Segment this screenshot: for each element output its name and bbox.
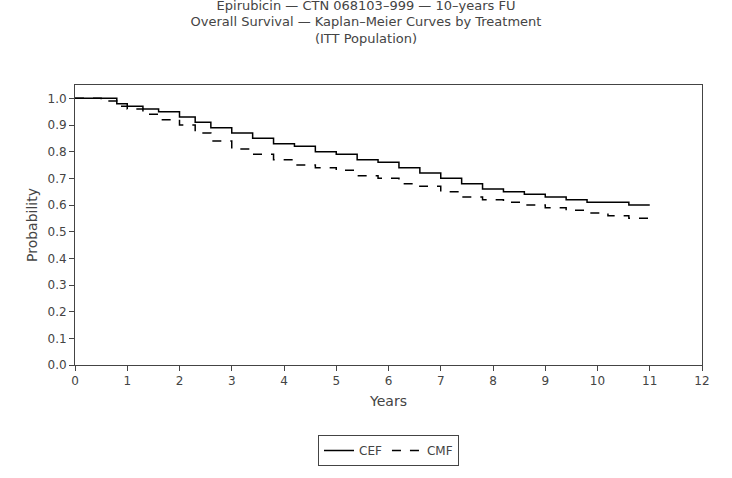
svg-text:7: 7 xyxy=(437,374,445,388)
svg-text:10: 10 xyxy=(590,374,605,388)
svg-text:1.0: 1.0 xyxy=(48,92,67,106)
svg-text:Probability: Probability xyxy=(24,188,40,262)
svg-text:0.5: 0.5 xyxy=(48,225,67,239)
svg-text:0.8: 0.8 xyxy=(48,145,67,159)
svg-text:0: 0 xyxy=(71,374,79,388)
svg-text:0.1: 0.1 xyxy=(48,332,67,346)
svg-text:0.0: 0.0 xyxy=(48,358,67,372)
svg-text:4: 4 xyxy=(280,374,288,388)
svg-text:0.4: 0.4 xyxy=(48,252,67,266)
svg-text:6: 6 xyxy=(385,374,393,388)
svg-text:0.6: 0.6 xyxy=(48,198,67,212)
svg-text:11: 11 xyxy=(642,374,657,388)
svg-text:0.9: 0.9 xyxy=(48,118,67,132)
svg-text:9: 9 xyxy=(541,374,549,388)
svg-text:5: 5 xyxy=(332,374,340,388)
svg-text:0.3: 0.3 xyxy=(48,278,67,292)
svg-text:8: 8 xyxy=(489,374,497,388)
svg-text:Years: Years xyxy=(369,393,407,409)
svg-text:0.2: 0.2 xyxy=(48,305,67,319)
svg-text:12: 12 xyxy=(694,374,709,388)
svg-text:Epirubicin — CTN 068103–999 —: Epirubicin — CTN 068103–999 — 10–years F… xyxy=(191,0,542,46)
svg-text:2: 2 xyxy=(176,374,184,388)
svg-text:1: 1 xyxy=(123,374,131,388)
svg-text:3: 3 xyxy=(228,374,236,388)
svg-text:CEF: CEF xyxy=(359,444,382,458)
svg-text:CMF: CMF xyxy=(427,444,453,458)
svg-text:0.7: 0.7 xyxy=(48,172,67,186)
